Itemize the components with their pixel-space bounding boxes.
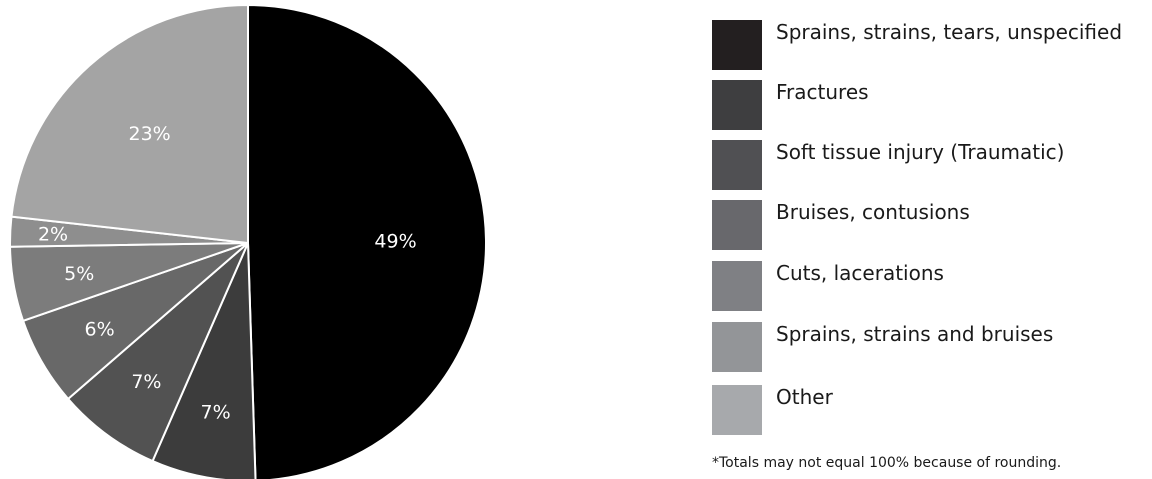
legend-swatch xyxy=(712,200,762,250)
legend-swatch xyxy=(712,80,762,130)
pie-slice xyxy=(10,3,249,245)
chart-legend: Sprains, strains, tears, unspecified Fra… xyxy=(712,0,1152,479)
legend-item: Sprains, strains and bruises xyxy=(712,322,1152,372)
slice-label: 6% xyxy=(85,319,115,341)
legend-item: Soft tissue injury (Traumatic) xyxy=(712,140,1152,190)
legend-label: Soft tissue injury (Traumatic) xyxy=(776,140,1065,164)
legend-item: Cuts, lacerations xyxy=(712,261,1152,311)
legend-label: Sprains, strains and bruises xyxy=(776,322,1054,346)
slice-label: 5% xyxy=(64,263,94,285)
legend-label: Other xyxy=(776,385,833,409)
legend-label: Cuts, lacerations xyxy=(776,261,944,285)
slice-label: 7% xyxy=(200,401,230,423)
legend-item: Sprains, strains, tears, unspecified xyxy=(712,20,1152,70)
slice-label: 49% xyxy=(374,231,416,253)
legend-item: Fractures xyxy=(712,80,1152,130)
legend-item: Other xyxy=(712,385,1152,435)
footnote: *Totals may not equal 100% because of ro… xyxy=(712,455,1062,471)
legend-swatch xyxy=(712,140,762,190)
legend-label: Bruises, contusions xyxy=(776,200,970,224)
pie-slice xyxy=(247,3,487,479)
legend-item: Bruises, contusions xyxy=(712,200,1152,250)
pie-chart: 49% 7% 7% 6% 5% 2% 23% xyxy=(9,3,487,479)
pie-slice xyxy=(66,242,249,463)
pie-slices xyxy=(9,3,487,479)
legend-swatch xyxy=(712,322,762,372)
pie-slice xyxy=(151,242,257,479)
slice-label: 23% xyxy=(128,123,170,145)
legend-swatch xyxy=(712,385,762,435)
pie-labels: 49% 7% 7% 6% 5% 2% 23% xyxy=(38,123,417,423)
legend-swatch xyxy=(712,261,762,311)
slice-label: 7% xyxy=(131,371,161,393)
slice-label: 2% xyxy=(38,224,68,246)
legend-label: Fractures xyxy=(776,80,869,104)
legend-swatch xyxy=(712,20,762,70)
legend-label: Sprains, strains, tears, unspecified xyxy=(776,20,1123,44)
